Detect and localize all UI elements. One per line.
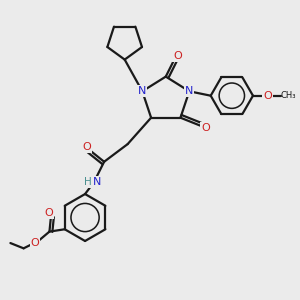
Text: O: O [201,123,210,133]
Text: O: O [30,238,39,248]
Text: O: O [44,208,53,218]
Text: O: O [173,51,182,61]
Text: N: N [138,86,146,96]
Text: N: N [93,177,101,187]
Text: H: H [83,177,91,187]
Text: O: O [82,142,91,152]
Text: N: N [185,86,194,96]
Text: O: O [263,91,272,101]
Text: CH₃: CH₃ [281,91,296,100]
